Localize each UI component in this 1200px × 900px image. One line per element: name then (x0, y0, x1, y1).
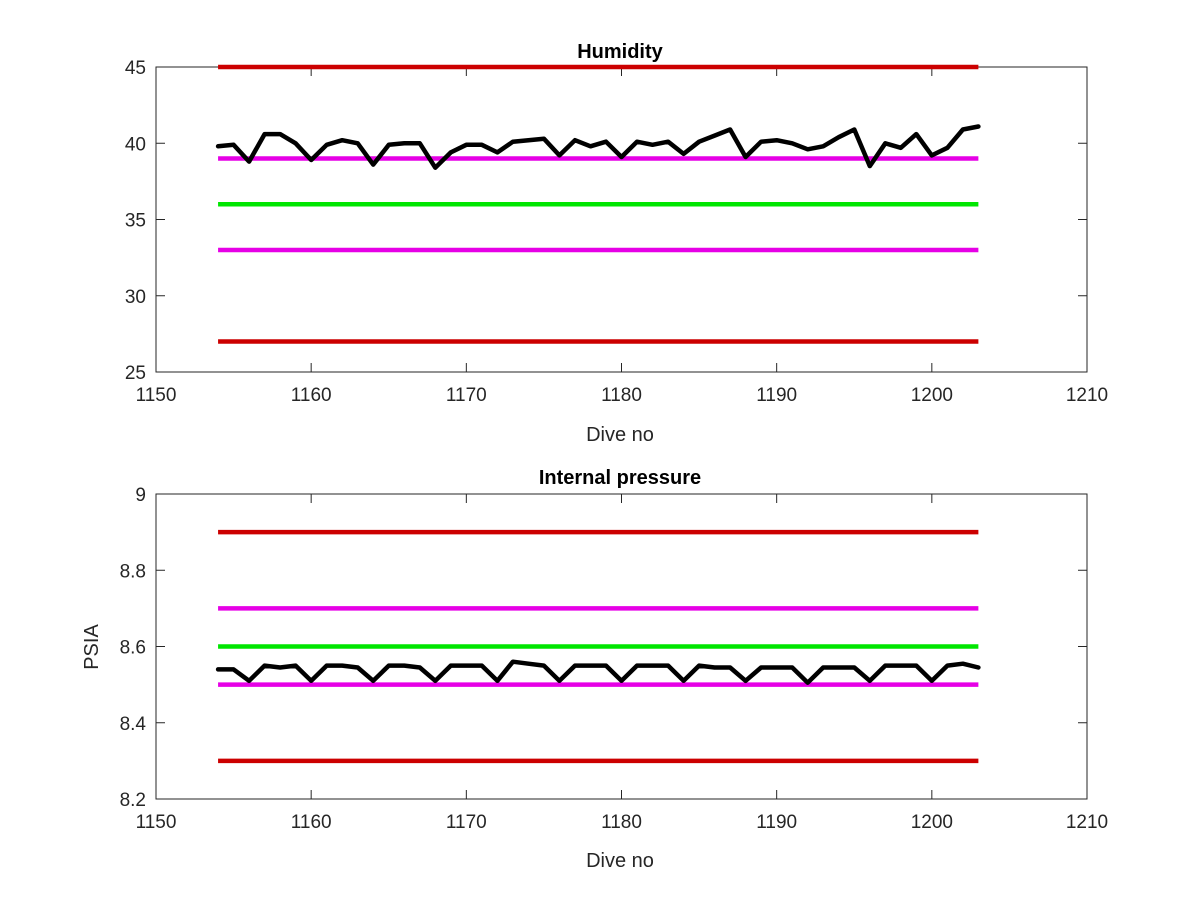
humidity-plot-area: 1150 1160 1170 1180 1190 1200 1210 25 30 35 40 45 (125, 58, 1108, 406)
humidity-x-axis-label: Dive no (586, 424, 654, 446)
humidity-data-series-line (215, 124, 981, 170)
internal-pressure-y-tick-label: 8.2 (120, 790, 146, 811)
humidity-y-tick-label: 30 (125, 287, 146, 308)
internal-pressure-y-tick-label: 9 (135, 485, 146, 506)
internal-pressure-title: Internal pressure (539, 467, 701, 489)
humidity-x-tick-label: 1210 (1066, 385, 1108, 406)
humidity-x-tick-label: 1190 (756, 385, 797, 406)
humidity-panel: Humidity 1150 1160 1170 1180 1190 1200 1210 25 3… (125, 41, 1108, 446)
internal-pressure-y-tick-label: 8.4 (120, 714, 147, 735)
internal-pressure-y-tick-label: 8.8 (120, 561, 146, 582)
humidity-x-tick-label: 1160 (291, 385, 332, 406)
internal-pressure-x-tick-label: 1160 (291, 812, 332, 833)
humidity-y-tick-label: 35 (125, 211, 146, 232)
internal-pressure-y-axis-label: PSIA (81, 624, 103, 670)
humidity-y-tick-label: 40 (125, 134, 146, 155)
humidity-x-tick-label: 1200 (911, 385, 953, 406)
internal-pressure-x-tick-label: 1150 (136, 812, 177, 833)
humidity-y-tick-label: 45 (125, 58, 146, 79)
internal-pressure-x-tick-label: 1180 (601, 812, 642, 833)
internal-pressure-data-series-line (215, 659, 981, 685)
internal-pressure-plot-area: 1150 1160 1170 1180 1190 1200 1210 8.2 8.4 8.6 8.8… (120, 485, 1109, 833)
humidity-y-tick-label: 25 (125, 363, 146, 384)
humidity-x-tick-label: 1170 (446, 385, 487, 406)
internal-pressure-y-tick-label: 8.6 (120, 638, 146, 659)
humidity-x-tick-label: 1180 (601, 385, 642, 406)
internal-pressure-x-tick-label: 1210 (1066, 812, 1108, 833)
internal-pressure-x-tick-label: 1190 (756, 812, 797, 833)
internal-pressure-x-tick-label: 1170 (446, 812, 487, 833)
humidity-title: Humidity (577, 41, 663, 63)
humidity-x-tick-label: 1150 (136, 385, 177, 406)
internal-pressure-x-axis-label: Dive no (586, 850, 654, 872)
internal-pressure-panel: Internal pressure 1150 1160 1170 1180 1190 12… (81, 467, 1108, 872)
internal-pressure-x-tick-label: 1200 (911, 812, 953, 833)
